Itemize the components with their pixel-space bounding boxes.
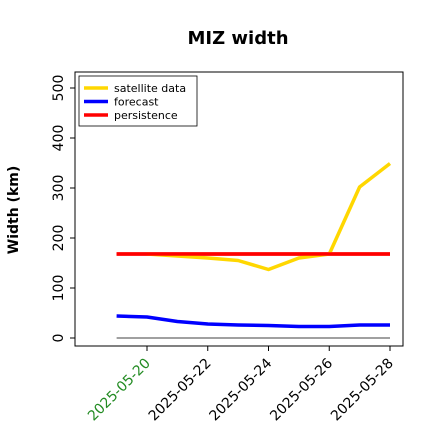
x-tick-label: 2025-05-24	[206, 355, 275, 424]
series-line-satellite-data	[146, 162, 392, 272]
y-tick-label: 0	[51, 334, 67, 343]
axes-layer: 01002003004005002025-05-202025-05-222025…	[51, 75, 397, 425]
series-line-forecast	[116, 314, 390, 329]
y-tick-label: 500	[51, 75, 67, 102]
y-axis-label: Width (km)	[6, 166, 22, 255]
y-tick-label: 400	[51, 125, 67, 152]
x-tick-label: 2025-05-26	[267, 355, 336, 424]
plot-area-frame	[74, 71, 404, 347]
series-layer	[116, 162, 392, 329]
y-tick-label: 200	[51, 225, 67, 252]
x-tick-label: 2025-05-22	[146, 356, 215, 425]
legend-label-satellite-data: satellite data	[114, 82, 186, 95]
y-tick-label: 100	[51, 275, 67, 302]
legend-label-forecast: forecast	[114, 96, 159, 109]
y-tick-label: 300	[51, 175, 67, 202]
chart-title: MIZ width	[187, 28, 288, 49]
x-tick-label: 2025-05-20	[85, 356, 154, 425]
x-tick-label: 2025-05-28	[328, 356, 397, 425]
legend-label-persistence: persistence	[114, 109, 178, 122]
